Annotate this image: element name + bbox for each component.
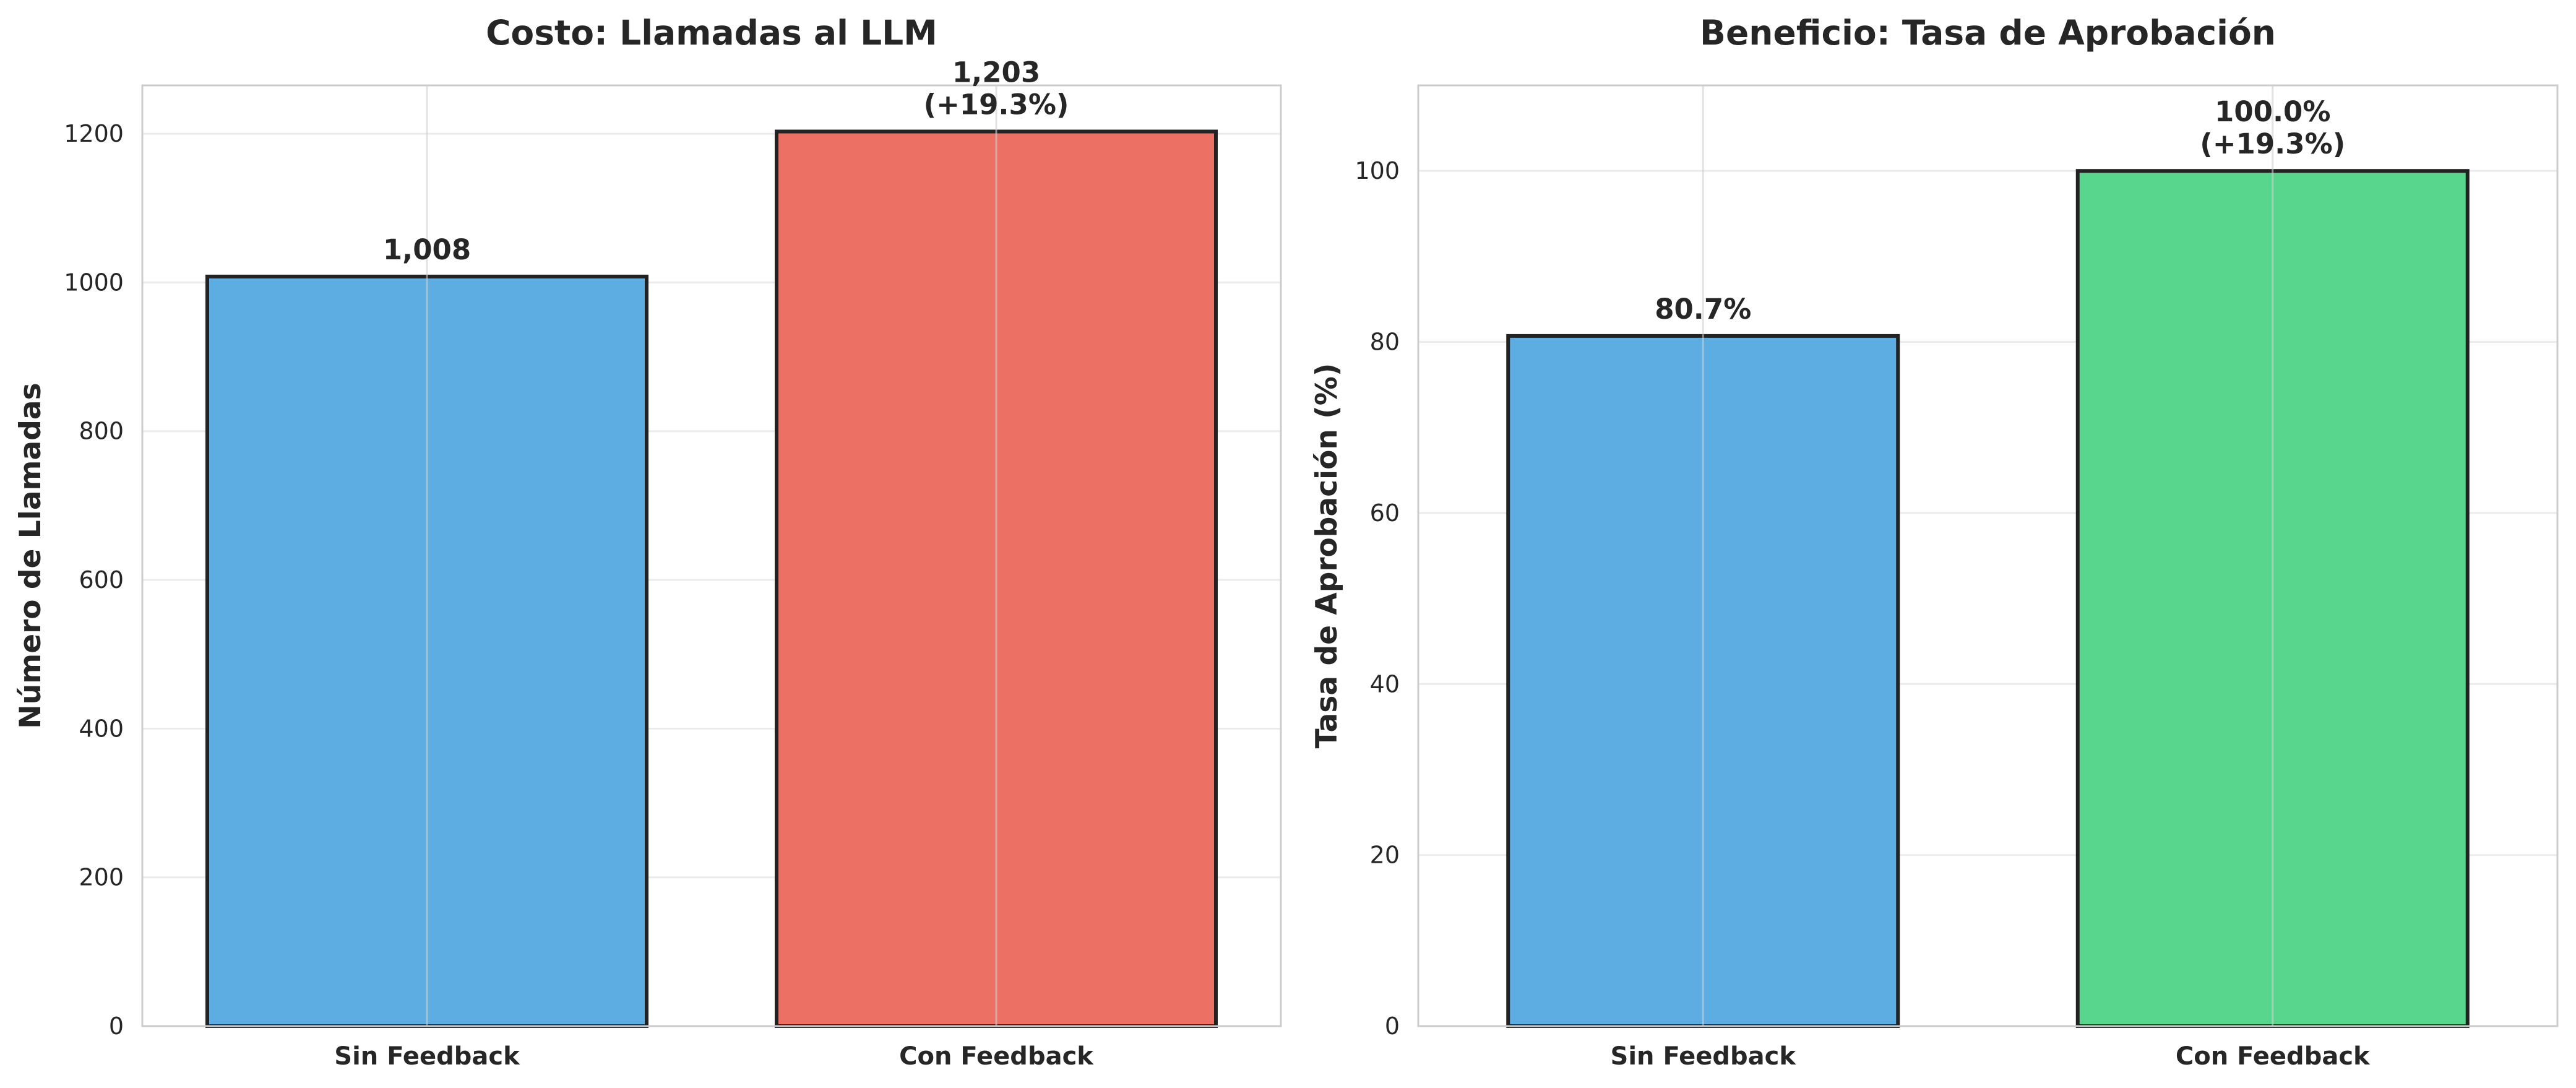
y-tick-label: 1000	[64, 269, 124, 296]
y-axis-label: Tasa de Aprobación (%)	[1310, 363, 1344, 749]
chart-title: Costo: Llamadas al LLM	[486, 13, 937, 53]
chart-panel-2: 0 20 40 60 80 100 Sin Feedback Con Feedback 80.7…	[1310, 13, 2559, 1071]
y-tick-label: 20	[1370, 842, 1400, 869]
data-label: 80.7%	[1655, 293, 1751, 326]
y-tick-label: 0	[109, 1012, 124, 1040]
y-axis-label: Número de Llamadas	[14, 382, 48, 728]
x-tick-label: Sin Feedback	[334, 1042, 520, 1071]
plot-frame	[141, 84, 1282, 1027]
y-tick-label: 60	[1370, 499, 1400, 527]
data-label: 1,008	[383, 233, 471, 266]
x-tick-label: Con Feedback	[899, 1042, 1094, 1071]
y-tick-label: 600	[79, 566, 124, 594]
y-tick-label: 200	[79, 864, 124, 891]
y-tick-label: 40	[1370, 670, 1400, 697]
x-tick-label: Con Feedback	[2176, 1042, 2371, 1071]
data-label: 100.0% (+19.3%)	[2200, 95, 2345, 160]
y-tick-label: 100	[1355, 157, 1400, 184]
y-tick-label: 80	[1370, 329, 1400, 356]
y-tick-label: 0	[1385, 1012, 1400, 1040]
plot-frame	[1417, 84, 2559, 1027]
data-label: 1,203 (+19.3%)	[924, 56, 1069, 121]
x-tick-label: Sin Feedback	[1611, 1042, 1797, 1071]
chart-panel-1: 0 200 400 600 800 1000 1200 Sin Feedback Con Fee…	[14, 13, 1282, 1071]
y-tick-label: 1200	[64, 120, 124, 147]
y-tick-label: 400	[79, 715, 124, 742]
chart-title: Beneficio: Tasa de Aprobación	[1700, 13, 2276, 53]
y-tick-label: 800	[79, 418, 124, 445]
